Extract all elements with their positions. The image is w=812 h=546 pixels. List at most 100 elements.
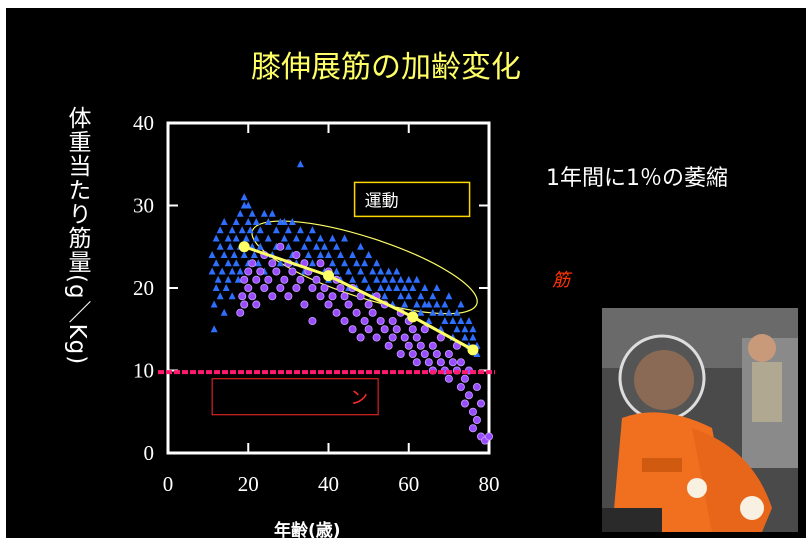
data-point-triangle [250, 251, 258, 258]
data-point-triangle [214, 275, 222, 283]
data-point-circle [256, 267, 265, 276]
data-point-triangle [337, 251, 345, 258]
data-point-triangle [441, 317, 449, 324]
data-point-triangle [461, 333, 469, 341]
data-point-triangle [210, 325, 218, 333]
data-point-triangle [417, 292, 425, 300]
data-point-triangle [373, 275, 381, 283]
data-point-circle [400, 333, 409, 342]
trend-point [238, 241, 250, 253]
data-point-triangle [220, 251, 228, 258]
data-point-triangle [210, 300, 218, 308]
data-point-circle [376, 316, 385, 325]
data-point-circle [436, 358, 445, 367]
astronaut-photo-icon [602, 308, 798, 532]
data-point-triangle [401, 284, 409, 291]
data-point-triangle [393, 267, 401, 275]
data-point-triangle [373, 259, 381, 267]
data-point-circle [244, 267, 253, 276]
data-point-triangle [224, 259, 232, 267]
data-point-triangle [333, 242, 341, 250]
data-point-triangle [244, 218, 252, 225]
data-point-circle [360, 316, 369, 325]
data-point-triangle [401, 300, 409, 308]
data-point-triangle [312, 242, 320, 250]
data-point-triangle [445, 292, 453, 300]
slide: 膝伸展筋の加齢変化 体重当たり筋量(g／Kg) 年齢(歳) 1年間に1％の萎縮 … [6, 8, 806, 538]
data-point-circle [468, 407, 477, 416]
data-point-triangle [469, 333, 477, 341]
y-tick-label: 40 [133, 111, 154, 135]
data-point-circle [272, 267, 281, 276]
data-point-circle [240, 300, 249, 309]
x-tick-label: 60 [398, 472, 419, 496]
data-point-circle [252, 300, 261, 309]
data-point-circle [368, 308, 377, 317]
data-point-triangle [216, 242, 224, 250]
data-point-circle [432, 349, 441, 358]
data-point-triangle [224, 234, 232, 242]
data-point-triangle [381, 275, 389, 283]
data-point-triangle [272, 226, 280, 234]
x-axis-label: 年齢(歳) [274, 521, 341, 538]
data-point-triangle [341, 259, 349, 267]
data-point-triangle [425, 300, 433, 308]
data-point-circle [296, 275, 305, 284]
data-point-circle [408, 325, 417, 334]
data-point-circle [316, 292, 325, 301]
data-point-triangle [405, 292, 413, 300]
trend-line [243, 245, 474, 352]
data-point-triangle [212, 284, 220, 291]
data-point-circle [328, 292, 337, 301]
data-point-triangle [228, 267, 236, 275]
data-point-circle [356, 333, 365, 342]
data-point-triangle [425, 317, 433, 324]
data-point-circle [344, 300, 353, 309]
data-point-circle [320, 283, 329, 292]
data-point-triangle [216, 292, 224, 300]
data-point-circle [340, 316, 349, 325]
data-point-circle [238, 292, 247, 301]
data-point-triangle [234, 275, 242, 283]
annotation-label-red: ン [350, 388, 368, 409]
x-tick-label: 0 [163, 472, 174, 496]
data-point-triangle [421, 284, 429, 291]
data-point-triangle [230, 251, 238, 258]
data-point-circle [312, 275, 321, 284]
data-point-circle [284, 292, 293, 301]
data-point-triangle [268, 209, 276, 217]
trend-point [323, 270, 334, 282]
data-point-triangle [208, 251, 216, 258]
data-point-circle [412, 358, 421, 367]
data-point-circle [352, 308, 361, 317]
data-point-circle [468, 424, 477, 433]
data-point-circle [388, 333, 397, 342]
data-point-circle [464, 391, 473, 400]
data-point-circle [384, 341, 393, 350]
scatter-chart: 0 20 40 60 80 0 10 20 30 40 運動ン [133, 111, 500, 496]
data-point-circle [444, 349, 453, 358]
data-point-circle [248, 292, 257, 301]
data-point-triangle [357, 242, 365, 250]
data-point-circle [424, 358, 433, 367]
x-tick-label: 80 [479, 472, 500, 496]
data-point-circle [308, 283, 317, 292]
data-point-triangle [325, 251, 332, 258]
data-point-triangle [409, 284, 417, 291]
y-tick-label: 20 [133, 276, 154, 300]
data-point-triangle [252, 234, 260, 242]
data-point-circle [240, 275, 249, 284]
data-point-triangle [304, 234, 312, 242]
data-point-circle [348, 325, 357, 334]
trend-point [407, 311, 419, 323]
data-point-triangle [242, 234, 250, 242]
data-point-triangle [316, 234, 324, 242]
data-point-circle [456, 382, 465, 391]
y-tick-label: 30 [133, 194, 154, 218]
data-point-triangle [381, 292, 389, 300]
x-tick-label: 40 [318, 472, 339, 496]
data-point-triangle [441, 300, 449, 308]
data-point-circle [484, 432, 493, 441]
data-point-triangle [240, 193, 248, 201]
data-point-triangle [385, 267, 393, 275]
